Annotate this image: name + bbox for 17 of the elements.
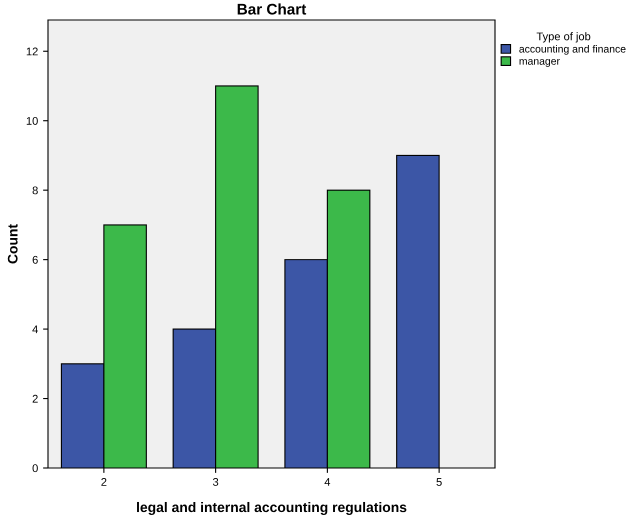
x-tick-label: 4: [324, 478, 330, 486]
x-tick-label: 5: [436, 478, 442, 486]
legend-title: Type of job: [536, 32, 590, 43]
x-tick-label: 2: [101, 478, 106, 486]
y-tick-label: 12: [26, 48, 38, 56]
y-tick-label: 2: [32, 394, 38, 403]
x-tick-label: 3: [212, 478, 218, 486]
y-tick-label: 10: [26, 116, 38, 125]
y-axis-title: Count: [8, 224, 18, 264]
x-axis-title: legal and internal accounting regulations: [137, 502, 406, 515]
y-tick-label: 8: [32, 186, 38, 194]
chart-title: Bar Chart: [238, 3, 306, 15]
y-tick-label: 0: [32, 464, 38, 472]
y-tick-label: 4: [32, 325, 38, 334]
y-tick-label: 6: [32, 256, 38, 264]
legend-label: manager: [520, 59, 560, 67]
legend-label: accounting and finance: [519, 44, 626, 55]
